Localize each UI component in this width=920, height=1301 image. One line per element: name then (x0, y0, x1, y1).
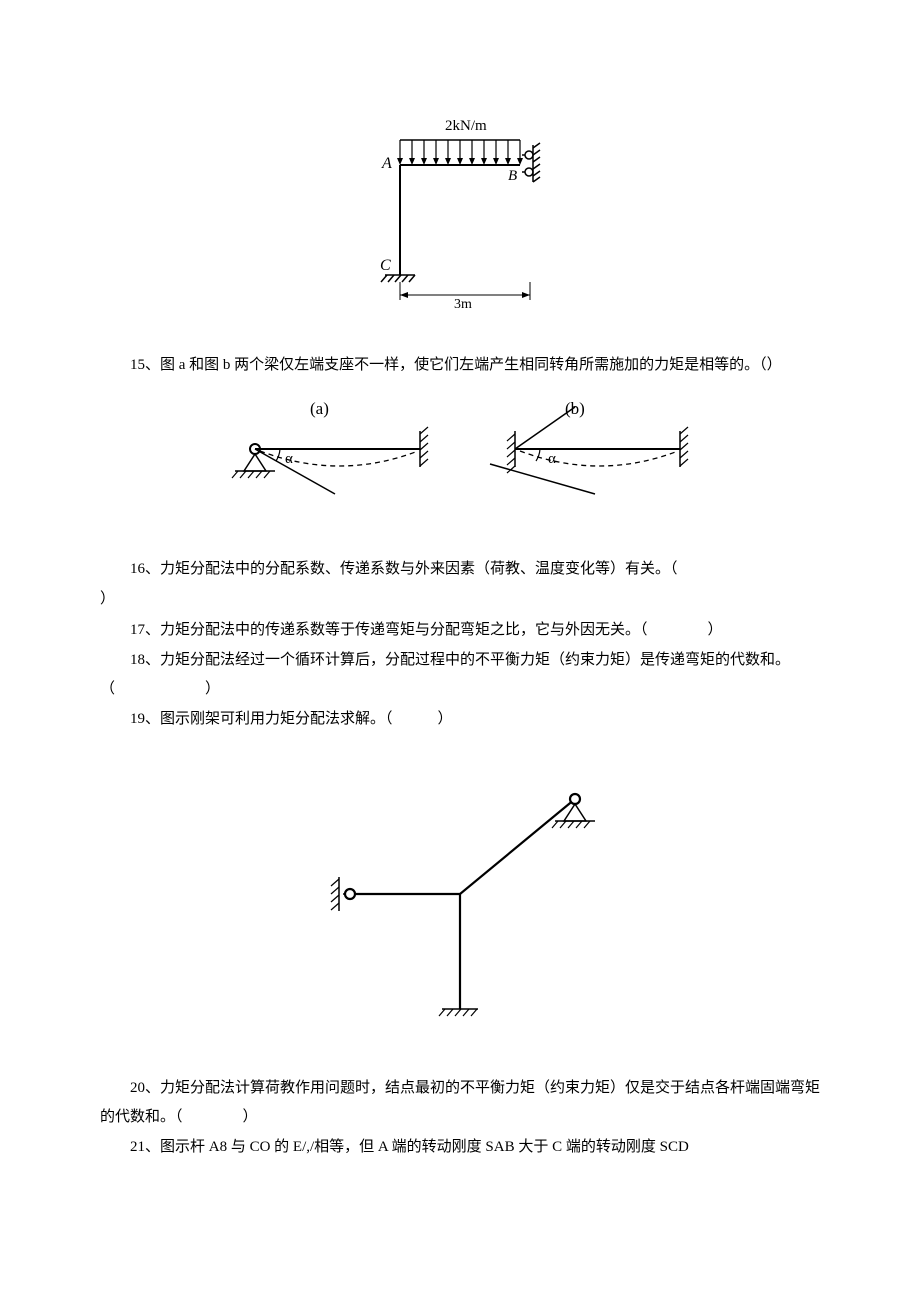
q18-content: 18、力矩分配法经过一个循环计算后，分配过程中的不平衡力矩（约束力矩）是传递弯矩… (100, 652, 790, 697)
q19-text: 19、图示刚架可利用力矩分配法求解。（ ） (100, 705, 820, 734)
fig1-A: A (381, 155, 392, 172)
q16-tail: ） (100, 585, 820, 614)
page: 2kN/m A B C 3m 15、图 a 和图 b 两个梁仅左端支座不一样，使… (0, 0, 920, 1224)
q18-text: 18、力矩分配法经过一个循环计算后，分配过程中的不平衡力矩（约束力矩）是传递弯矩… (100, 646, 820, 703)
q16-text: 16、力矩分配法中的分配系数、传递系数与外来因素（荷教、温度变化等）有关。（ (100, 555, 820, 584)
q17-text: 17、力矩分配法中的传递系数等于传递弯矩与分配弯矩之比，它与外因无关。（ ） (100, 616, 820, 645)
fig2-alpha-a: α (285, 451, 293, 467)
figure-3-svg (280, 759, 640, 1039)
figure-1: 2kN/m A B C 3m (100, 110, 820, 331)
figure-2-svg: (a) α (200, 389, 720, 509)
fig1-C: C (380, 257, 391, 274)
figure-3 (100, 759, 820, 1050)
fig1-load-label: 2kN/m (445, 118, 487, 134)
q15-content: 15、图 a 和图 b 两个梁仅左端支座不一样，使它们左端产生相同转角所需施加的… (130, 357, 782, 373)
q21-text: 21、图示杆 A8 与 CO 的 E/,/相等，但 A 端的转动刚度 SAB 大… (100, 1133, 820, 1162)
q15-text: 15、图 a 和图 b 两个梁仅左端支座不一样，使它们左端产生相同转角所需施加的… (100, 351, 820, 380)
q20-content: 20、力矩分配法计算荷教作用问题时，结点最初的不平衡力矩（约束力矩）仅是交于结点… (100, 1080, 820, 1125)
q16-content: 16、力矩分配法中的分配系数、传递系数与外来因素（荷教、温度变化等）有关。（ (130, 561, 678, 577)
figure-2: (a) α (100, 389, 820, 520)
figure-1-svg: 2kN/m A B C 3m (330, 110, 590, 320)
q20-text: 20、力矩分配法计算荷教作用问题时，结点最初的不平衡力矩（约束力矩）仅是交于结点… (100, 1074, 820, 1131)
q16-tail-content: ） (100, 591, 115, 607)
q17-content: 17、力矩分配法中的传递系数等于传递弯矩与分配弯矩之比，它与外因无关。（ ） (130, 622, 723, 638)
fig1-dim: 3m (454, 297, 472, 312)
fig2-label-b: (b) (565, 399, 585, 418)
q19-content: 19、图示刚架可利用力矩分配法求解。（ ） (130, 711, 453, 727)
fig2-alpha-b: α (548, 451, 556, 467)
fig1-B: B (508, 168, 517, 184)
fig2-label-a: (a) (310, 399, 329, 418)
spacer (100, 540, 820, 555)
q21-content: 21、图示杆 A8 与 CO 的 E/,/相等，但 A 端的转动刚度 SAB 大… (130, 1139, 689, 1155)
